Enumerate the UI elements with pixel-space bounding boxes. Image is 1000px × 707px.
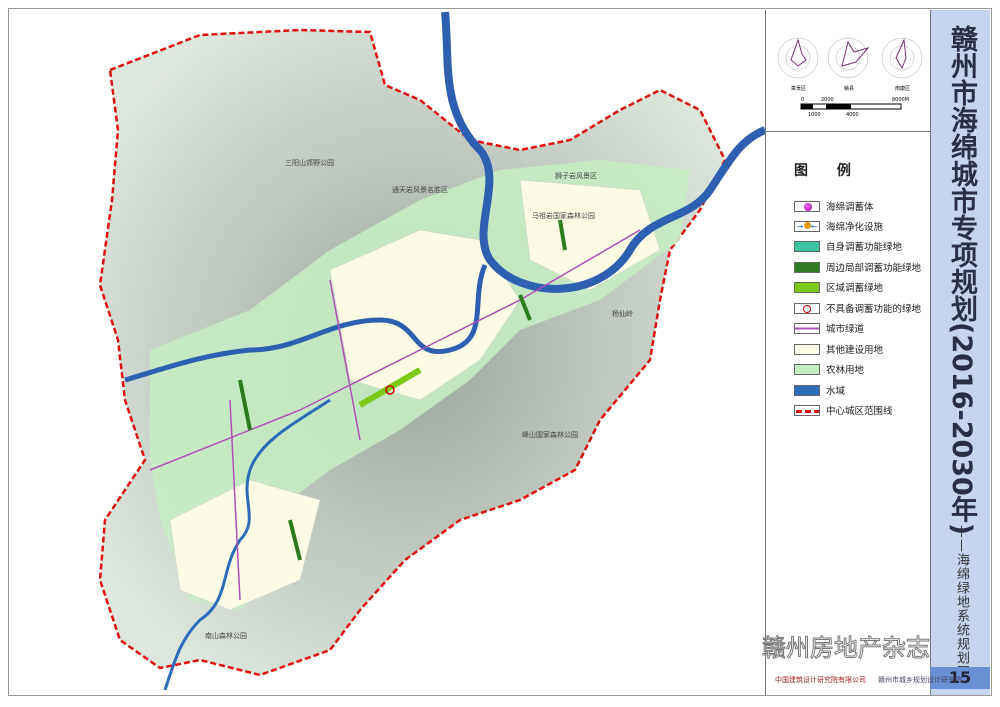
swatch-icon xyxy=(794,384,820,396)
swatch-icon xyxy=(794,281,820,293)
wind-roses: 章贡区 赣县 南康区 0 2000 8000M 1000 4000 xyxy=(777,37,923,118)
org-name: 中国建筑设计研究院有限公司 xyxy=(775,676,866,684)
legend-item: 区域调蓄绿地 xyxy=(794,280,883,294)
organization-logos: 中国建筑设计研究院有限公司 赣州市城乡规划设计研究院 xyxy=(775,676,962,685)
scale-label: 1000 xyxy=(808,112,821,118)
wind-rose-label: 章贡区 xyxy=(791,85,806,92)
legend-item: 农林用地 xyxy=(794,362,864,376)
watermark: 赣州房地产杂志 xyxy=(762,634,931,663)
legend-item: 自身调蓄功能绿地 xyxy=(794,239,902,253)
wind-rose-label: 南康区 xyxy=(895,85,910,92)
map-label-shiziyan: 狮子岩风景区 xyxy=(555,171,597,180)
legend-item: 不具备调蓄功能的绿地 xyxy=(794,301,921,315)
legend-item: 城市绿道 xyxy=(794,321,864,335)
regional-green xyxy=(358,367,422,408)
swatch-icon xyxy=(794,261,820,273)
urban-built-area xyxy=(169,179,661,611)
planning-map: 三阳山郊野公园 通天岩风景名胜区 狮子岩风景区 马祖岩国家森林公园 杨仙岭 峰山… xyxy=(98,11,765,691)
wind-rose-panel: 章贡区 赣县 南康区 0 2000 8000M 1000 4000 xyxy=(765,10,930,132)
map-label-mazuyan: 马祖岩国家森林公园 xyxy=(532,211,595,220)
legend-item: → ← 海绵净化设施 xyxy=(794,219,883,233)
swatch-icon xyxy=(794,240,820,252)
legend-item: 中心城区范围线 xyxy=(794,403,893,417)
sponge-storage-icon xyxy=(794,200,820,212)
map-label-yangxianling: 杨仙岭 xyxy=(612,309,633,318)
page-number: 15 xyxy=(930,667,990,689)
org-name: 赣州市城乡规划设计研究院 xyxy=(878,676,962,684)
title-column: 赣州市海绵城市专项规划(2016-2030年) ——海绵绿地系统规划图 xyxy=(930,10,990,695)
legend-item: 海绵调蓄体 xyxy=(794,199,874,213)
greenway-line-icon xyxy=(794,322,820,334)
legend-item: 其他建设用地 xyxy=(794,342,883,356)
river-west xyxy=(124,264,488,383)
boundary-line-icon xyxy=(794,404,820,416)
legend-item: 周边局部调蓄功能绿地 xyxy=(794,260,921,274)
local-green xyxy=(238,219,567,561)
map-label-fengshan: 峰山国家森林公园 xyxy=(522,430,578,439)
map-subtitle: ——海绵绿地系统规划图 xyxy=(954,525,969,679)
scale-label: 4000 xyxy=(846,112,859,118)
swatch-icon xyxy=(794,363,820,375)
scale-label: 2000 xyxy=(821,97,834,103)
map-label-tongtianyan: 通天岩风景名胜区 xyxy=(392,185,448,194)
wind-rose-label: 赣县 xyxy=(844,85,854,92)
purification-facility-icon: → ← xyxy=(794,220,820,232)
map-title: 赣州市海绵城市专项规划(2016-2030年) xyxy=(946,25,977,536)
river-gan-north xyxy=(441,11,765,293)
map-label-sanyangshan: 三阳山郊野公园 xyxy=(285,158,334,167)
scale-label: 8000M xyxy=(892,97,909,103)
legend: 图 例 海绵调蓄体 → ← 海绵净化设施 自身调蓄功能绿地 周边局部调蓄功能绿地 区… xyxy=(765,132,930,695)
non-storage-green-marker xyxy=(385,385,395,395)
scale-bar: 0 2000 8000M 1000 4000 xyxy=(800,97,909,118)
red-circle-icon xyxy=(794,302,820,314)
legend-heading: 图 例 xyxy=(794,163,863,179)
map-label-nanshan: 南山森林公园 xyxy=(205,631,247,640)
swatch-icon xyxy=(794,343,820,355)
river-southwest xyxy=(163,398,331,691)
legend-item: 水域 xyxy=(794,383,845,397)
scale-label: 0 xyxy=(801,97,804,103)
